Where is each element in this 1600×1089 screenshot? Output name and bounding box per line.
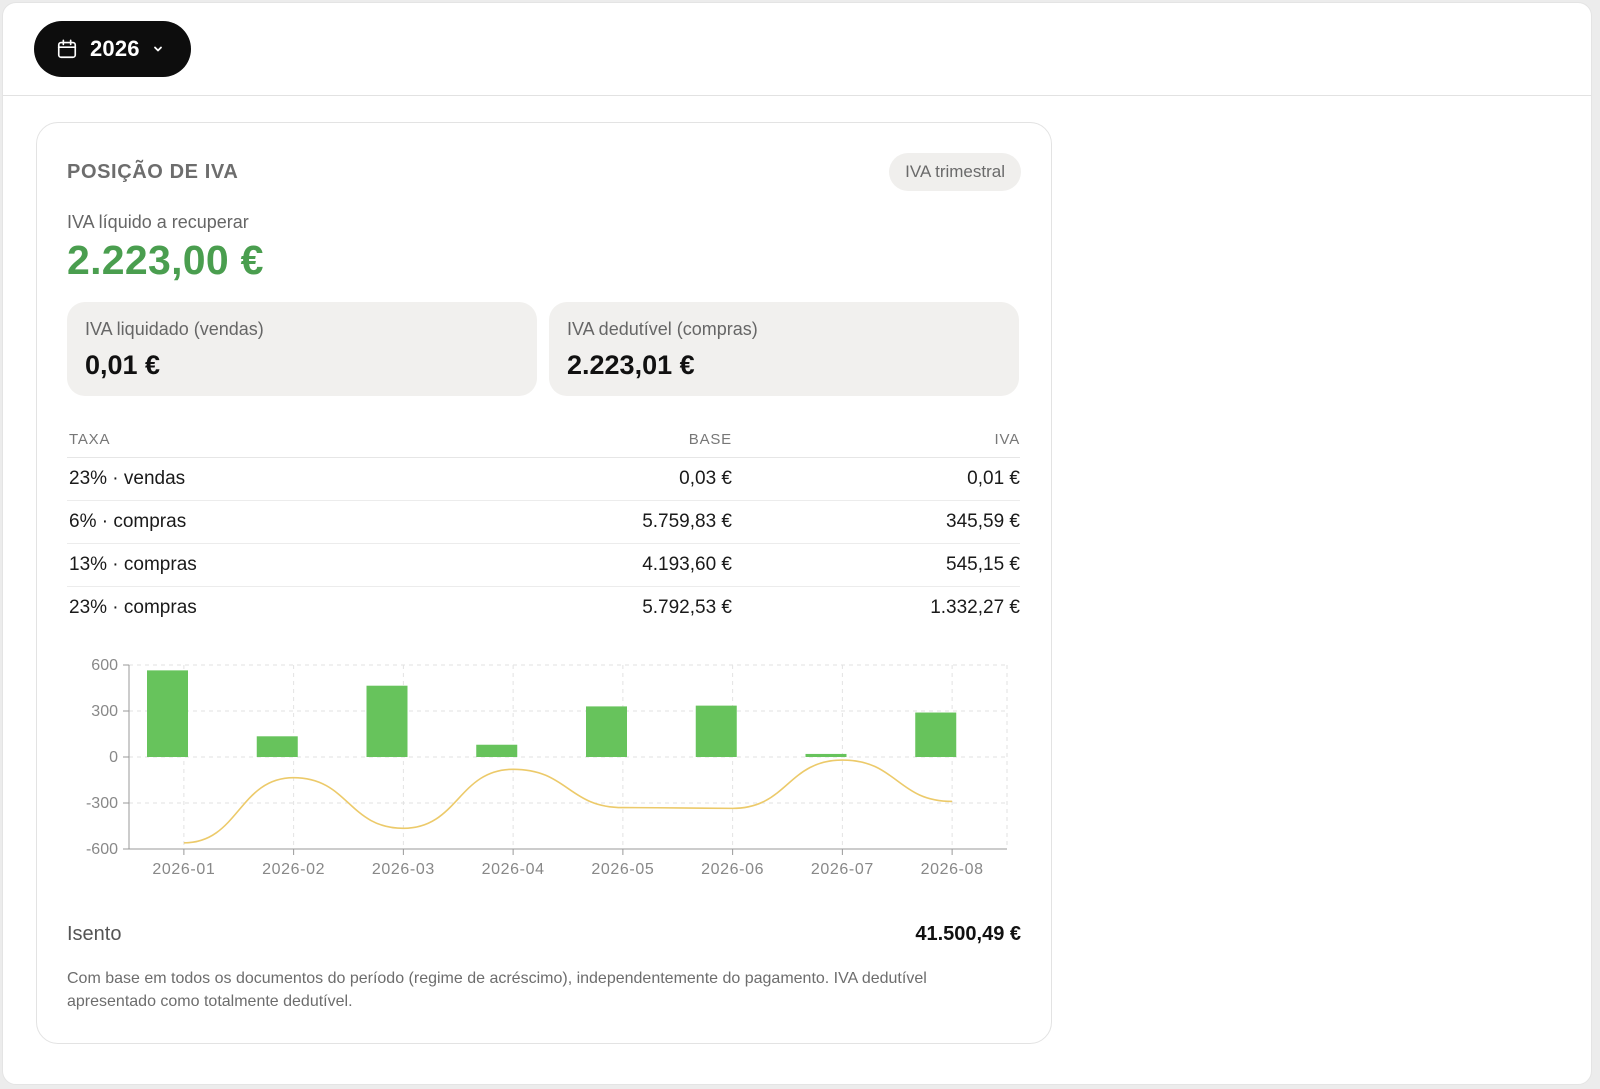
bar: [147, 670, 188, 757]
vat-cell: 545,15 €: [732, 543, 1020, 587]
table-row: 13% · compras 4.193,60 € 545,15 €: [67, 543, 1020, 587]
base-cell: 4.193,60 €: [507, 543, 732, 587]
vat-deductible-box: IVA dedutível (compras) 2.223,01 €: [549, 302, 1019, 396]
footnote: Com base em todos os documentos do perío…: [67, 970, 927, 1010]
bar: [256, 736, 298, 757]
base-cell: 5.792,53 €: [642, 596, 732, 618]
bar: [366, 685, 408, 757]
vat-position-card: POSIÇÃO DE IVA IVA trimestral IVA líquid…: [36, 122, 1052, 1044]
vat-cell: 0,01 €: [732, 457, 1020, 501]
top-bar: 2026: [3, 3, 1591, 96]
vat-collected-box: IVA liquidado (vendas) 0,01 €: [67, 302, 537, 396]
vat-cell: 345,59 €: [732, 500, 1020, 544]
x-tick-label: 2026-03: [372, 861, 435, 878]
x-tick-label: 2026-02: [262, 861, 325, 878]
base-cell: 0,03 €: [507, 457, 732, 501]
vat-deductible-label: IVA dedutível (compras): [567, 319, 758, 339]
y-tick-label: 300: [91, 703, 118, 720]
rate-cell: 23% · compras: [69, 596, 197, 618]
card-title: POSIÇÃO DE IVA: [67, 161, 239, 183]
y-tick-label: 600: [91, 657, 118, 674]
vat-collected-value: 0,01 €: [85, 350, 161, 380]
year-selector-label: 2026: [90, 36, 140, 61]
calendar-icon: [57, 39, 77, 59]
bar: [586, 706, 627, 757]
bar: [476, 744, 518, 757]
x-tick-label: 2026-05: [591, 861, 654, 878]
vat-collected-label: IVA liquidado (vendas): [85, 319, 264, 339]
vat-rates-table: TAXA BASE IVA 23% · vendas 0,03 € 0,01 €…: [67, 423, 1020, 629]
base-cell: 5.759,83 €: [507, 500, 732, 544]
x-tick-label: 2026-01: [152, 861, 215, 878]
rate-cell: 23% · vendas: [67, 457, 507, 501]
vat-cell: 1.332,27 €: [930, 596, 1020, 618]
net-vat-label: IVA líquido a recuperar: [67, 212, 249, 232]
monthly-vat-chart: 600 300 0 -300 -600 2026-01 2026-02 2026-03 2026…: [86, 657, 1008, 878]
chevron-down-icon: [153, 46, 162, 52]
table-row: 23% · vendas 0,03 € 0,01 €: [67, 457, 1020, 501]
vat-deductible-value: 2.223,01 €: [567, 350, 695, 380]
y-tick-label: -600: [86, 841, 118, 858]
column-header-base: BASE: [507, 423, 732, 458]
vat-period-badge: IVA trimestral: [889, 153, 1021, 191]
y-tick-label: -300: [86, 795, 118, 812]
y-tick-label: 0: [109, 749, 118, 766]
bar: [915, 712, 957, 757]
year-selector-button[interactable]: 2026: [34, 21, 191, 77]
rate-cell: 6% · compras: [67, 500, 507, 544]
x-tick-label: 2026-06: [701, 861, 764, 878]
table-header-row: TAXA BASE IVA: [67, 423, 1020, 458]
bar: [695, 705, 737, 757]
exempt-value: 41.500,49 €: [915, 923, 1021, 945]
series-line: [183, 759, 953, 844]
table-row: 23% · compras 5.792,53 € 1.332,27 €: [67, 586, 1020, 629]
column-header-vat: IVA: [732, 423, 1020, 458]
rate-cell: 13% · compras: [67, 543, 507, 587]
x-tick-label: 2026-08: [921, 861, 984, 878]
table-row: 6% · compras 5.759,83 € 345,59 €: [67, 500, 1020, 544]
net-vat-value: 2.223,00 €: [67, 237, 264, 283]
x-tick-label: 2026-04: [482, 861, 545, 878]
bar: [805, 753, 847, 757]
exempt-label: Isento: [67, 923, 122, 945]
column-header-rate: TAXA: [67, 423, 507, 458]
x-tick-label: 2026-07: [811, 861, 874, 878]
